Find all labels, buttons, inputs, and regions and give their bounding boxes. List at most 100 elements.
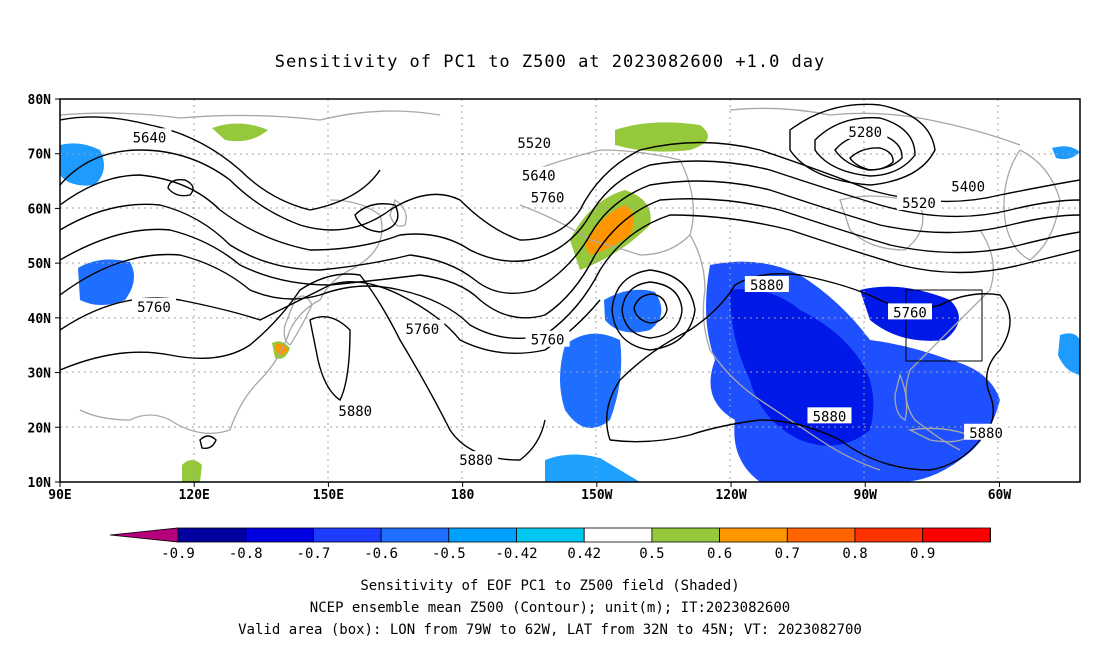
coast-florida [894,372,908,421]
contour-kamchatka-loop [354,203,399,233]
contour-high-lat-2 [60,160,1080,262]
shade-north-america-core [730,289,874,446]
lat-tick-label: 60N [28,202,52,217]
colorbar-cell [583,527,653,543]
valid-area-box [905,289,983,362]
lon-tick-label: 150W [581,488,612,503]
colorbar-cell [922,527,991,543]
coast-east-na [905,229,994,451]
map-panel: 5640 5520 5640 5760 5280 5400 5520 5760 5760 5760… [28,93,1081,503]
colorbar-label: -0.7 [297,546,331,562]
contour-label: 5760 [893,305,927,321]
contour-cutoff-low [611,269,696,351]
contour-label: 5640 [522,169,556,185]
contour-high-lat-1 [60,141,1080,241]
contour-label-bg [131,297,176,314]
contour-label: 5640 [133,130,167,146]
colorbar: -0.9 -0.8 -0.7 -0.6 -0.5 -0.42 0.42 0.5 0.6 0.7 0.… [109,527,991,562]
contour-label: 5880 [338,404,372,420]
contour-mid-1 [60,180,1080,295]
colorbar-cell [786,527,856,543]
colorbar-cell [854,527,924,543]
caption-line-2: NCEP ensemble mean Z500 (Contour); unit(… [310,600,790,616]
colorbar-label: 0.6 [707,546,732,562]
contour-5880-inner [309,316,351,402]
shaded-positive-sensitivity [182,122,708,482]
contour-mid-2 [60,198,1080,319]
contour-5760-south [60,280,601,354]
contour-label: 5400 [951,180,985,196]
colorbar-cell [380,527,450,543]
contour-label: 5880 [459,453,493,469]
contour-label: 5760 [406,322,440,338]
contour-labels: 5640 5520 5640 5760 5280 5400 5520 5760 5760 5760… [127,122,1009,469]
colorbar-label: 0.42 [567,546,601,562]
contour-label: 5880 [813,409,847,425]
colorbar-cell [177,527,247,543]
shade-east-edge [1058,333,1080,375]
lon-tick-label: 90E [48,488,71,503]
lat-tick-label: 70N [28,148,52,163]
longitude-ticks: 90E 120E 150E 180 150W 120W 90W 60W [48,482,1011,503]
colorbar-label: 0.8 [842,546,867,562]
colorbar-label: -0.6 [364,546,398,562]
coast-asia-east [79,199,383,434]
contour-5880-na [605,273,1011,471]
colorbar-label: -0.8 [229,546,263,562]
colorbar-cell [516,527,585,543]
contour-5640-west [60,116,381,211]
contour-label-bg [127,128,172,145]
contour-cutoff-low-2 [621,281,683,339]
lon-tick-label: 90W [854,488,878,503]
contour-label: 5760 [531,190,565,206]
coast-greenland [1003,149,1061,261]
colorbar-cell [312,527,382,543]
contour-small-loop-2 [199,435,217,450]
coast-asia-north [60,110,441,121]
colorbar-cell [719,527,788,543]
shade-tropic-positive [182,460,202,482]
coast-kamchatka [389,198,407,227]
lat-tick-label: 50N [28,257,52,272]
z500-contours [60,103,1080,471]
lat-tick-label: 10N [28,476,52,491]
figure-title: Sensitivity of PC1 to Z500 at 2023082600… [275,52,826,72]
coast-japan [283,295,313,346]
contour-5760-band [60,214,1080,340]
shade-north-atlantic [1052,146,1080,160]
lon-tick-label: 150E [313,488,344,503]
colorbar-label: -0.5 [432,546,466,562]
caption-line-1: Sensitivity of EOF PC1 to Z500 field (Sh… [360,578,739,594]
coast-west-na [689,234,881,471]
lon-tick-label: 120W [715,488,746,503]
contour-label-bg [888,303,932,320]
colorbar-label: -0.42 [495,546,537,562]
coastlines [60,107,1061,471]
contour-label-bg [744,276,789,293]
contour-polar-low-4 [849,147,894,171]
contour-label-bg [400,319,445,336]
colorbar-label: 0.5 [639,546,664,562]
lat-tick-label: 40N [28,312,52,327]
contour-label-bg [807,407,852,424]
lon-tick-label: 120E [179,488,210,503]
contour-label: 5520 [517,136,551,152]
colorbar-cell [651,527,721,543]
colorbar-label: 0.7 [775,546,800,562]
contour-label: 5880 [969,426,1003,442]
shade-pacific-west [78,259,134,305]
contour-label-bg [896,193,941,210]
lon-tick-label: 60W [988,488,1012,503]
colorbar-left-arrow [109,527,179,543]
contour-label: 5760 [137,300,171,316]
latitude-ticks: 80N 70N 60N 50N 40N 30N 20N 10N [28,93,60,491]
map-frame [59,98,1081,483]
caption-line-3: Valid area (box): LON from 79W to 62W, L… [238,622,862,638]
contour-label: 5760 [531,333,565,349]
contour-polar-low-2 [814,116,916,177]
lon-tick-label: 180 [451,488,475,503]
lat-tick-label: 20N [28,421,52,436]
contour-label-bg [516,166,561,183]
contour-polar-low-1 [789,103,936,186]
